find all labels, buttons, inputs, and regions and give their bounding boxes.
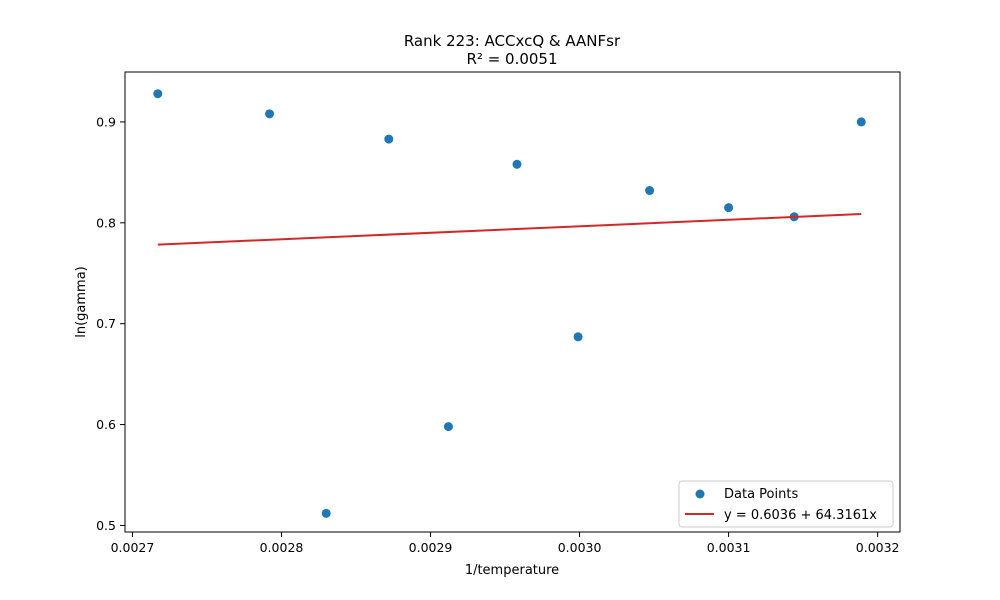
x-axis: 0.0027 0.0028 0.0029 0.0030 0.0031 0.0032 — [111, 532, 900, 555]
data-point — [384, 134, 394, 144]
y-tick-label: 0.7 — [96, 316, 116, 331]
data-point — [856, 117, 866, 127]
chart-subtitle: R² = 0.0051 — [466, 50, 557, 68]
x-tick-label: 0.0029 — [409, 540, 453, 555]
y-axis: 0.5 0.6 0.7 0.8 0.9 — [96, 114, 125, 533]
legend: Data Points y = 0.6036 + 64.3161x — [678, 480, 894, 528]
y-tick-label: 0.6 — [96, 417, 116, 432]
legend-marker-data-points — [695, 489, 705, 499]
regression-line — [157, 213, 862, 246]
legend-box — [678, 480, 894, 528]
legend-label-data-points: Data Points — [724, 487, 798, 502]
data-point — [153, 89, 163, 99]
x-tick-label: 0.0028 — [260, 540, 304, 555]
y-tick-label: 0.8 — [96, 215, 116, 230]
y-axis-label: ln(gamma) — [74, 266, 89, 338]
x-tick-label: 0.0031 — [707, 540, 751, 555]
data-point — [321, 508, 331, 518]
x-axis-label: 1/temperature — [465, 563, 559, 578]
x-tick-label: 0.0027 — [111, 540, 155, 555]
plot-area — [124, 71, 901, 533]
chart-title: Rank 223: ACCxcQ & AANFsr — [404, 32, 621, 50]
x-tick-label: 0.0030 — [558, 540, 602, 555]
y-tick-label: 0.9 — [96, 114, 116, 129]
data-point — [573, 332, 583, 342]
plot-marks — [153, 89, 866, 518]
data-point — [265, 109, 275, 119]
data-point — [512, 159, 522, 169]
data-point — [443, 422, 453, 432]
data-point — [724, 203, 734, 213]
y-tick-label: 0.5 — [96, 518, 116, 533]
legend-label-fit-line: y = 0.6036 + 64.3161x — [724, 508, 877, 523]
x-tick-label: 0.0032 — [856, 540, 900, 555]
data-point — [645, 186, 655, 196]
